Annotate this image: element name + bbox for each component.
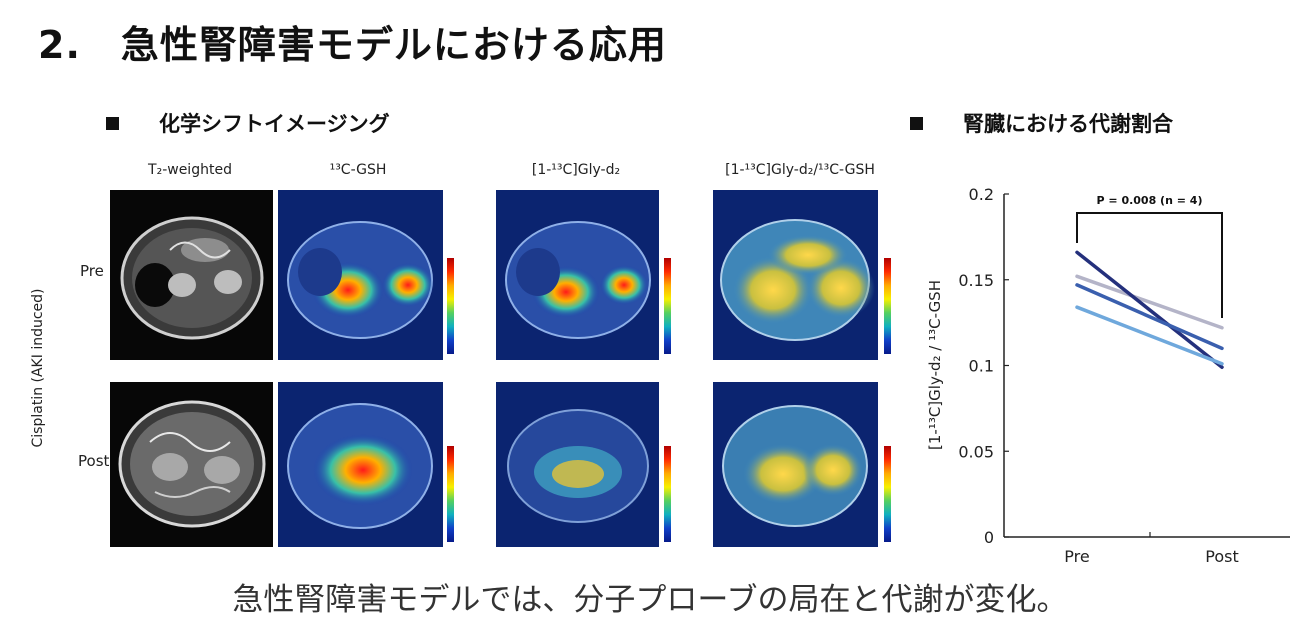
image-panel-t2-pre [110,190,273,360]
series-line-1 [1075,274,1224,330]
x-tick-label: Post [1205,547,1238,566]
image-panel-gly-post [496,382,659,547]
colorbar-gly-pre [664,258,671,354]
image-panel-gsh-post [278,382,443,547]
row-label-post: Post [78,452,110,470]
slide-number: 2. [38,23,81,67]
section-heading-imaging: 化学シフトイメージング [106,108,390,138]
y-tick-label: 0.1 [969,357,994,376]
colorbar-gly-post [664,446,671,542]
image-panel-ratio-post [713,382,878,547]
heatmap-gly-post [507,409,649,523]
significance-bracket [1076,212,1223,318]
heatmap-gsh-post [287,403,433,529]
section-heading-metabolism: 腎臓における代謝割合 [910,108,1173,138]
y-tick-label: 0.2 [969,185,994,204]
column-header-gly: [1-¹³C]Gly-d₂ [531,162,621,178]
image-panel-gsh-pre [278,190,443,360]
square-bullet-icon [106,116,119,130]
square-bullet-icon [910,116,923,130]
y-tick-label: 0.15 [958,271,994,290]
series-line-2 [1075,250,1224,369]
column-header-ratio: [1-¹³C]Gly-d₂/¹³C-GSH [725,162,875,178]
y-tick-label: 0 [984,528,994,547]
section-heading-imaging-text: 化学シフトイメージング [159,112,390,136]
image-panel-gly-pre [496,190,659,360]
colorbar-ratio-post [884,446,891,542]
heatmap-ratio-pre [720,219,875,341]
mri-scan-post [118,400,266,528]
section-heading-metabolism-text: 腎臓における代謝割合 [963,112,1173,136]
x-tick-label: Pre [1064,547,1089,566]
series-line-4 [1075,305,1224,366]
colorbar-ratio-pre [884,258,891,354]
series-line-3 [1075,283,1224,351]
row-label-pre: Pre [80,262,104,280]
column-header-gsh: ¹³C-GSH [329,162,387,178]
column-header-t2: T₂-weighted [148,162,232,178]
colorbar-gsh-pre [447,258,454,354]
significance-annotation: P = 0.008 (n = 4) [1097,194,1203,207]
image-panel-t2-post [110,382,273,547]
slide-caption: 急性腎障害モデルでは、分子プローブの局在と代謝が変化。 [232,582,1068,618]
heatmap-gly-pre [505,221,651,339]
heatmap-gsh-pre [287,221,434,339]
mri-scan-pre [120,216,264,340]
heatmap-ratio-post [722,405,868,527]
colorbar-gsh-post [447,446,454,542]
slide-title: 2. 急性腎障害モデルにおける応用 [38,14,667,69]
slide-title-text: 急性腎障害モデルにおける応用 [120,23,667,67]
image-panel-ratio-pre [713,190,878,360]
y-axis-label: [1-¹³C]Gly-d₂ / ¹³C-GSH [926,280,944,450]
y-tick-label: 0.05 [958,442,994,461]
